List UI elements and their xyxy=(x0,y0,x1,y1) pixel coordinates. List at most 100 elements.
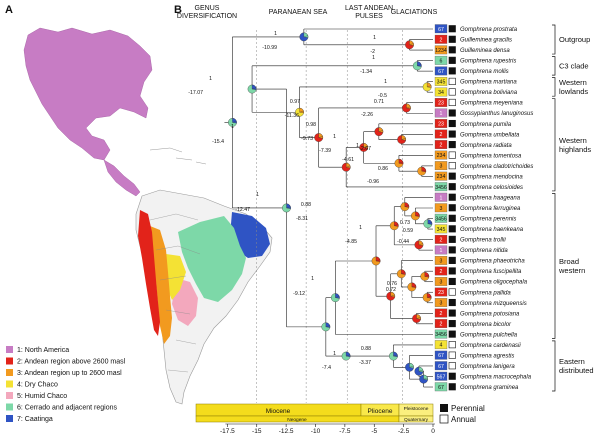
region-code-box xyxy=(434,361,448,371)
taxon-name: Gomphrena cardenasii xyxy=(460,343,521,349)
ancestral-area-pie xyxy=(341,351,351,361)
annual-box xyxy=(448,362,456,370)
region-code: 2 xyxy=(440,132,443,138)
taxon-row: 2 Gomphrena radiata xyxy=(434,140,512,149)
region-code: 1 xyxy=(440,195,443,201)
event-dashed-lines xyxy=(256,30,403,403)
clade-bracket-wl xyxy=(552,77,556,97)
region-code: 2 xyxy=(440,269,443,275)
lifeform-legend: Perennial Annual xyxy=(439,404,485,424)
perennial-box xyxy=(448,214,456,222)
perennial-box xyxy=(448,246,456,254)
legend-label-3: 3: Andean region up to 2600 masl xyxy=(17,370,122,377)
event-sea-label: PARANAEAN SEA xyxy=(269,9,328,16)
ancestral-area-pie xyxy=(405,40,414,50)
taxon-name: Gomphrena agrestis xyxy=(460,353,514,359)
region-code: 3456 xyxy=(435,185,447,191)
quaternary-label: Quaternary xyxy=(404,417,429,423)
panel-a: A 1: North America 2: Andean region above… xyxy=(5,4,273,423)
region-code-box xyxy=(434,329,448,339)
taxon-name: Gomphrena lanigera xyxy=(460,364,515,370)
ancestral-area-pie xyxy=(389,221,399,231)
ancestral-area-pie xyxy=(247,84,257,94)
taxon-row: 567 Gomphrena macrocephala xyxy=(434,371,532,381)
node-label: 1 xyxy=(256,192,259,198)
legend-label-4: 4: Dry Chaco xyxy=(17,382,58,389)
node-label: 1 xyxy=(231,124,234,130)
node-label: -11.36 xyxy=(285,113,299,119)
map-region-north-america xyxy=(23,27,153,161)
perennial-box xyxy=(448,172,456,180)
perennial-box xyxy=(448,225,456,233)
region-code-box xyxy=(434,87,448,97)
region-code: 3 xyxy=(440,164,443,170)
node-label: 1 xyxy=(333,351,336,357)
ancestral-area-pie xyxy=(402,103,411,113)
region-code-box xyxy=(434,308,448,318)
legend-label-2: 2: Andean region above 2600 masl xyxy=(17,359,126,366)
time-axis: -17.5 -15 -12.5 -10 -7.5 -5 -2.5 0 xyxy=(220,423,435,434)
perennial-box xyxy=(448,193,456,201)
taxon-row: 67 Gomphrena lanigera xyxy=(434,361,515,371)
node-label: 0.88 xyxy=(361,346,371,352)
clade-label-wl: Western xyxy=(559,78,587,87)
region-code: 67 xyxy=(438,27,444,33)
legend-label-1: 1: North America xyxy=(17,347,69,354)
region-code: 2 xyxy=(440,37,443,43)
perennial-box xyxy=(448,256,456,264)
clade-label-wh: highlands xyxy=(559,145,591,154)
geologic-timescale: Miocene Pliocene Pleistocene Neogene Qua… xyxy=(195,403,434,423)
taxon-row: 1 Gossypianthus lanuginosus xyxy=(434,108,533,118)
map-region-dry-chaco xyxy=(166,254,186,300)
panel-b-letter: B xyxy=(174,4,182,16)
taxon-row: 1 Gomphrena haageana xyxy=(434,192,521,202)
node-label: 1 xyxy=(359,225,362,231)
region-code: 2 xyxy=(440,311,443,317)
region-code-box xyxy=(434,256,448,265)
node-label: 1 xyxy=(384,79,387,85)
legend-label-5: 5: Humid Chaco xyxy=(17,393,67,400)
region-code: 1 xyxy=(440,248,443,254)
perennial-label: Perennial xyxy=(451,404,485,413)
node-label: 1 xyxy=(333,134,336,140)
region-code: 345 xyxy=(437,79,446,85)
node-label: 0.73 xyxy=(400,220,410,226)
taxon-row: 234 Gomphrena mendocina xyxy=(434,171,523,181)
ancestral-area-pie xyxy=(407,282,417,292)
ancestral-area-pie xyxy=(321,322,331,332)
taxon-row: 67 Gomphrena graminea xyxy=(434,382,519,392)
taxon-row: 3456 Gomphrena celosioides xyxy=(434,182,523,192)
taxon-row: 1 Gomphrena nitida xyxy=(434,245,508,255)
node-label: -1.34 xyxy=(360,69,372,75)
ancestral-area-pie xyxy=(295,107,304,117)
region-code-box xyxy=(434,234,448,244)
perennial-box xyxy=(448,56,456,64)
annual-box xyxy=(448,151,456,159)
node-label: 0.98 xyxy=(306,122,316,128)
clade-label-bw: Broad xyxy=(559,257,579,266)
node-label: -10.99 xyxy=(262,45,277,51)
region-code: 1 xyxy=(440,111,443,117)
perennial-box xyxy=(448,267,456,275)
legend-swatch-7 xyxy=(6,415,13,422)
ancestral-area-pie xyxy=(420,272,430,281)
perennial-swatch xyxy=(440,404,448,412)
neogene-label: Neogene xyxy=(287,417,307,423)
taxon-row: 23 Gomphrena pumila xyxy=(434,119,512,128)
node-label: 1 xyxy=(274,31,277,37)
clade-label-ed: distributed xyxy=(559,366,594,375)
taxon-row: 2 Gomphrena potosiana xyxy=(434,308,520,318)
taxon-name: Gomphrena pallida xyxy=(460,290,511,296)
map-region-cerrado xyxy=(178,216,246,302)
region-code-box xyxy=(434,77,448,86)
event-genus-label: GENUS xyxy=(195,5,220,12)
quaternary-band xyxy=(398,415,434,423)
taxon-row: 2 Guilleminea gracilis xyxy=(434,34,512,44)
node-labels: -17.07 -15.4 -12.47 -9.12 -10.99 -2 -1.34 -0.5 -… xyxy=(188,31,413,371)
node-label: 0.72 xyxy=(386,287,396,293)
taxon-name: Gomphrena oligocephala xyxy=(460,280,528,286)
ancestral-area-pie xyxy=(397,135,407,144)
node-label: -7.4 xyxy=(322,365,331,371)
region-code-box xyxy=(434,150,448,160)
